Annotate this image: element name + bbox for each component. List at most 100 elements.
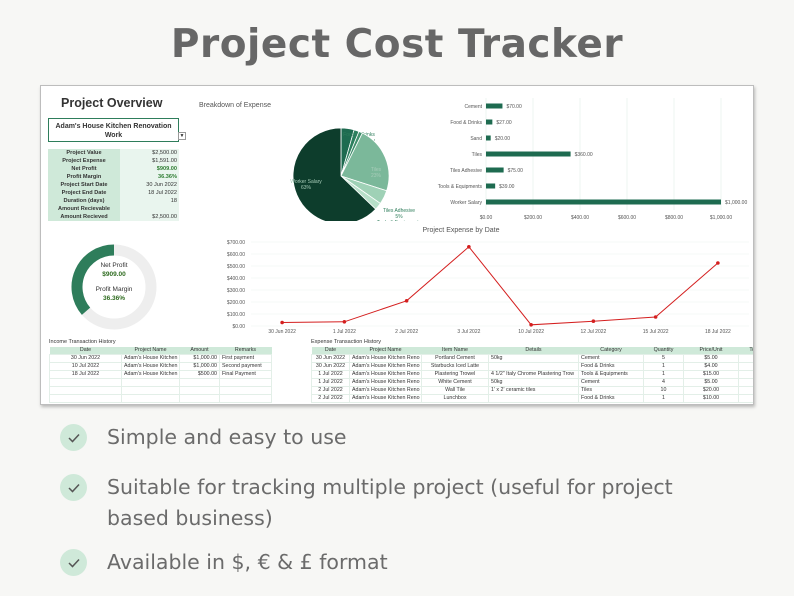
line-xtick-label: 3 Jul 2022 <box>457 329 480 335</box>
table-cell[interactable]: $15.00 <box>683 369 739 379</box>
table-cell[interactable] <box>121 377 180 387</box>
table-cell[interactable]: $ <box>738 369 753 379</box>
bar-category-label: Cement <box>464 104 482 110</box>
table-cell[interactable]: Final Payment <box>219 369 272 379</box>
line-point <box>716 261 720 265</box>
table-cell[interactable]: 1 <box>643 361 684 371</box>
project-select[interactable]: Adam's House Kitchen Renovation Work <box>48 118 179 142</box>
table-cell[interactable]: White Cement <box>421 377 489 387</box>
table-cell[interactable]: $5.00 <box>683 377 739 387</box>
table-cell[interactable]: First payment <box>219 353 272 363</box>
table-cell[interactable] <box>219 385 272 395</box>
table-cell[interactable]: $10.00 <box>683 393 739 403</box>
table-cell[interactable]: 18 Jul 2022 <box>49 369 122 379</box>
column-header[interactable]: Item Name <box>421 347 489 354</box>
table-cell[interactable]: Portland Cement <box>421 353 489 363</box>
overview-value[interactable]: 18 Jul 2022 <box>120 189 179 197</box>
overview-value[interactable]: $2,500.00 <box>120 213 179 221</box>
table-cell[interactable]: $5.00 <box>683 353 739 363</box>
table-cell[interactable] <box>179 385 220 395</box>
table-cell[interactable]: Adam's House Kitchen Reno <box>349 361 422 371</box>
table-cell[interactable]: 30 Jun 2022 <box>49 353 122 363</box>
column-header[interactable]: Amount <box>179 347 220 354</box>
table-cell[interactable]: Starbucks Iced Latte <box>421 361 489 371</box>
table-cell[interactable]: $500.00 <box>179 369 220 379</box>
table-cell[interactable]: $ <box>738 393 753 403</box>
column-header[interactable]: Date <box>311 347 350 354</box>
table-cell[interactable]: $4.00 <box>683 361 739 371</box>
table-cell[interactable] <box>488 361 579 371</box>
table-cell[interactable]: 10 Jul 2022 <box>49 361 122 371</box>
dropdown-arrow-icon[interactable]: ▼ <box>178 132 186 140</box>
table-cell[interactable]: 1 <box>643 369 684 379</box>
table-cell[interactable]: $ <box>738 385 753 395</box>
table-cell[interactable]: Adam's House Kitchen <box>121 369 180 379</box>
table-cell[interactable]: 1 <box>643 393 684 403</box>
table-cell[interactable]: 2 Jul 2022 <box>311 393 350 403</box>
table-cell[interactable] <box>121 393 180 403</box>
table-cell[interactable]: Food & Drinks <box>578 361 644 371</box>
table-cell[interactable]: 30 Jun 2022 <box>311 353 350 363</box>
table-cell[interactable]: Adam's House Kitchen <box>121 361 180 371</box>
table-cell[interactable]: 4 1/2" Italy Chrome Plastering Trow <box>488 369 579 379</box>
overview-value[interactable]: $1,591.00 <box>120 157 179 165</box>
column-header[interactable]: Project Name <box>349 347 422 354</box>
overview-value[interactable]: $2,500.00 <box>120 149 179 157</box>
table-cell[interactable]: 1 Jul 2022 <box>311 377 350 387</box>
table-cell[interactable]: 2 Jul 2022 <box>311 385 350 395</box>
table-cell[interactable]: 10 <box>643 385 684 395</box>
column-header[interactable]: Remarks <box>219 347 272 354</box>
table-cell[interactable] <box>738 361 753 371</box>
table-cell[interactable]: Cement <box>578 377 644 387</box>
table-cell[interactable]: Adam's House Kitchen Reno <box>349 353 422 363</box>
table-cell[interactable] <box>49 377 122 387</box>
table-cell[interactable]: Adam's House Kitchen Reno <box>349 377 422 387</box>
column-header[interactable]: Quantity <box>643 347 684 354</box>
column-header[interactable]: Project Name <box>121 347 180 354</box>
table-cell[interactable]: $1,000.00 <box>179 353 220 363</box>
overview-key: Amount Recievable <box>48 205 120 213</box>
table-row <box>49 393 272 403</box>
column-header[interactable]: Category <box>578 347 644 354</box>
table-cell[interactable]: $20.00 <box>683 385 739 395</box>
column-header[interactable]: Date <box>49 347 122 354</box>
table-cell[interactable]: Adam's House Kitchen <box>121 353 180 363</box>
column-header[interactable]: Details <box>488 347 579 354</box>
overview-value[interactable]: $909.00 <box>120 165 179 173</box>
table-cell[interactable]: $ <box>738 377 753 387</box>
table-cell[interactable]: 50kg <box>488 353 579 363</box>
table-cell[interactable]: Adam's House Kitchen Reno <box>349 385 422 395</box>
overview-value[interactable] <box>120 205 179 213</box>
table-cell[interactable]: 1 Jul 2022 <box>311 369 350 379</box>
table-cell[interactable]: Second payment <box>219 361 272 371</box>
table-cell[interactable]: Food & Drinks <box>578 393 644 403</box>
table-cell[interactable] <box>121 385 180 395</box>
table-cell[interactable] <box>488 393 579 403</box>
table-cell[interactable]: $1,000.00 <box>179 361 220 371</box>
table-cell[interactable]: Plastering Trowel <box>421 369 489 379</box>
overview-value[interactable]: 36.36% <box>120 173 179 181</box>
overview-value[interactable]: 18 <box>120 197 179 205</box>
table-cell[interactable]: Adam's House Kitchen Reno <box>349 369 422 379</box>
table-cell[interactable]: Wall Tile <box>421 385 489 395</box>
table-cell[interactable] <box>49 385 122 395</box>
table-cell[interactable] <box>219 393 272 403</box>
table-cell[interactable]: 30 Jun 2022 <box>311 361 350 371</box>
overview-value[interactable]: 30 Jun 2022 <box>120 181 179 189</box>
column-header[interactable]: Price/Unit <box>683 347 739 354</box>
table-cell[interactable]: 5 <box>643 353 684 363</box>
table-cell[interactable]: $ <box>738 353 753 363</box>
column-header[interactable]: Total <box>738 347 753 354</box>
table-cell[interactable]: Tools & Equipments <box>578 369 644 379</box>
table-cell[interactable] <box>179 393 220 403</box>
table-cell[interactable]: Tiles <box>578 385 644 395</box>
table-cell[interactable]: 50kg <box>488 377 579 387</box>
table-cell[interactable]: Cement <box>578 353 644 363</box>
table-cell[interactable]: 4 <box>643 377 684 387</box>
table-cell[interactable]: Lunchbox <box>421 393 489 403</box>
table-cell[interactable] <box>219 377 272 387</box>
table-cell[interactable] <box>179 377 220 387</box>
table-cell[interactable]: Adam's House Kitchen Reno <box>349 393 422 403</box>
table-cell[interactable] <box>49 393 122 403</box>
table-cell[interactable]: 1' x 2' ceramic tiles <box>488 385 579 395</box>
